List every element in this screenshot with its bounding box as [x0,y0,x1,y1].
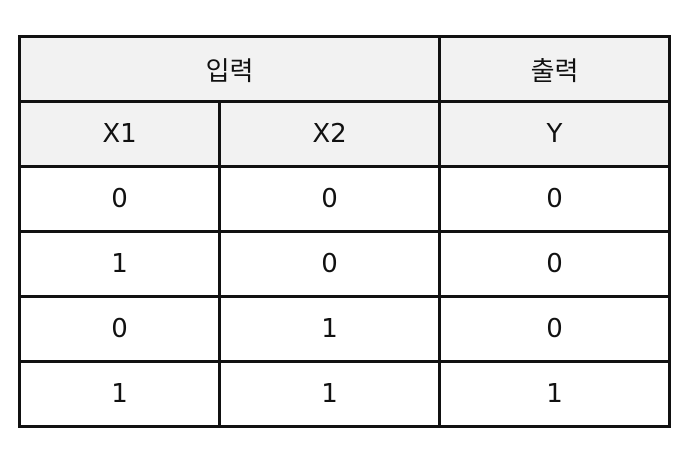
table-row: 0 1 0 [18,295,671,363]
table-cell: 0 [218,230,441,298]
table-cell: 0 [18,165,221,233]
table-row: 1 0 0 [18,230,671,298]
input-group-header: 입력 [18,35,441,103]
table-cell: 0 [438,230,671,298]
table-cell: 0 [218,165,441,233]
group-header-row: 입력 출력 [18,35,671,103]
table-cell: 1 [218,360,441,428]
table-row: 0 0 0 [18,165,671,233]
output-group-header: 출력 [438,35,671,103]
table-cell: 0 [438,165,671,233]
table-cell: 1 [218,295,441,363]
column-header-x2: X2 [218,100,441,168]
table-cell: 1 [18,360,221,428]
table-row: 1 1 1 [18,360,671,428]
table-cell: 1 [18,230,221,298]
truth-table: 입력 출력 X1 X2 Y 0 0 0 1 0 0 0 1 0 1 1 1 [18,35,671,428]
table-cell: 0 [18,295,221,363]
table-cell: 0 [438,295,671,363]
column-header-x1: X1 [18,100,221,168]
table-cell: 1 [438,360,671,428]
column-header-y: Y [438,100,671,168]
column-header-row: X1 X2 Y [18,100,671,168]
